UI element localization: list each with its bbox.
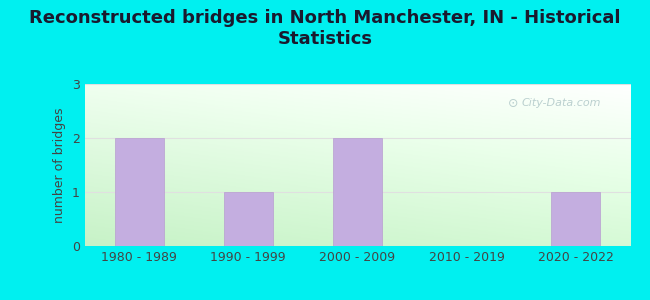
Y-axis label: number of bridges: number of bridges (53, 107, 66, 223)
Bar (224, 192, 273, 246)
Bar (114, 138, 164, 246)
Bar (551, 192, 601, 246)
Text: City-Data.com: City-Data.com (521, 98, 601, 108)
Text: Reconstructed bridges in North Manchester, IN - Historical
Statistics: Reconstructed bridges in North Mancheste… (29, 9, 621, 48)
Bar (333, 138, 382, 246)
Text: ⊙: ⊙ (508, 97, 518, 110)
